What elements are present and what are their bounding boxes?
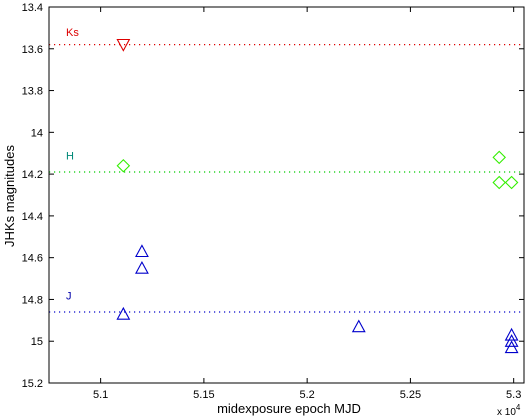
plot-frame	[48, 6, 525, 384]
data-point-h	[504, 175, 519, 190]
y-axis-label: JHKs magnitudes	[2, 145, 17, 247]
x-tick-label: 5.3	[506, 389, 521, 401]
data-point-j	[504, 340, 519, 354]
y-tick-label: 14.2	[22, 169, 43, 181]
data-point-j	[135, 244, 149, 258]
data-point-j	[504, 334, 519, 347]
y-tick-label: 13.8	[22, 86, 43, 98]
x-tick-label: 5.2	[300, 389, 315, 401]
y-tick-label: 14.8	[22, 294, 43, 306]
axes: 5.1 5.15 5.2 5.25 5.3 13.4 13.6 13.8 14 14.2 14.4 1…	[22, 2, 525, 401]
x-axis-multiplier-exponent: 4	[516, 403, 521, 412]
data-points	[116, 38, 519, 354]
y-tick-label: 13.4	[22, 2, 43, 14]
y-tick-label: 13.6	[22, 44, 43, 56]
x-tick-label: 5.25	[400, 389, 421, 401]
y-tick-label: 14.4	[22, 211, 43, 223]
data-point-h	[116, 158, 131, 173]
x-tick-label: 5.15	[193, 389, 214, 401]
data-point-ks	[116, 38, 131, 52]
data-point-h	[492, 175, 506, 190]
y-tick-label: 14	[31, 127, 43, 139]
data-point-h	[492, 150, 506, 165]
x-axis-label: midexposure epoch MJD	[217, 401, 361, 416]
band-label-j: J	[66, 290, 72, 302]
data-point-j	[135, 260, 149, 274]
data-point-j	[351, 319, 366, 333]
band-label-ks: Ks	[66, 27, 79, 39]
y-tick-label: 15	[31, 336, 43, 348]
band-label-h: H	[66, 150, 74, 162]
x-axis-multiplier-base: x 10	[497, 407, 516, 418]
x-axis-multiplier: x 104	[497, 403, 521, 418]
y-tick-label: 15.2	[22, 378, 43, 390]
reference-lines	[49, 43, 524, 313]
band-labels: Ks H J	[66, 27, 79, 302]
data-point-j	[504, 327, 519, 341]
x-tick-label: 5.1	[93, 389, 108, 401]
data-point-j	[116, 306, 131, 320]
y-tick-label: 14.6	[22, 253, 43, 265]
